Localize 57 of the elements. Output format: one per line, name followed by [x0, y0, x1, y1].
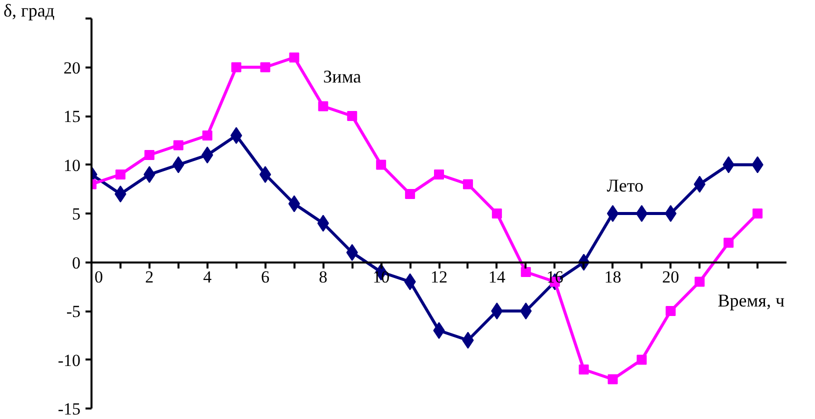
point	[202, 130, 212, 140]
x-tick-label: 16	[546, 267, 564, 286]
point	[318, 101, 328, 112]
point	[202, 146, 214, 164]
series-label: Лето	[606, 176, 644, 196]
point	[520, 302, 532, 320]
y-axis-title: δ, град	[4, 0, 55, 20]
x-tick-label: 4	[203, 267, 212, 286]
y-tick-label: 5	[72, 204, 80, 224]
y-tick-label: 15	[64, 107, 80, 126]
y-tick-label: -5	[66, 302, 81, 321]
point	[260, 62, 270, 72]
point	[230, 127, 242, 144]
x-tick-label: 2	[145, 267, 154, 286]
point	[578, 364, 589, 374]
point	[115, 170, 126, 180]
point	[694, 276, 705, 287]
point	[608, 374, 618, 384]
point	[664, 205, 676, 222]
point	[636, 354, 647, 365]
x-tick-label: 0	[94, 267, 103, 286]
point	[114, 186, 126, 202]
x-tick-label: 20	[662, 267, 680, 286]
point	[636, 205, 648, 222]
series-label: Зима	[323, 66, 362, 86]
point	[405, 189, 416, 199]
x-tick-label: 18	[604, 267, 622, 286]
point	[491, 302, 503, 320]
point	[433, 322, 445, 339]
point	[144, 150, 154, 160]
point	[376, 160, 386, 170]
point	[144, 166, 156, 183]
x-tick-label: 8	[318, 267, 328, 286]
point	[434, 170, 444, 180]
x-tick-label: 14	[488, 267, 506, 286]
point	[520, 267, 531, 277]
y-tick-label: -15	[58, 400, 81, 418]
point	[289, 52, 300, 62]
x-tick-label: 6	[261, 267, 270, 286]
y-tick-label: 20	[64, 58, 80, 78]
y-tick-label: -10	[58, 350, 81, 370]
x-axis-title: Время, ч	[718, 290, 784, 310]
y-tick-label: 0	[72, 253, 80, 272]
point	[231, 62, 242, 72]
y-tick-label: 10	[64, 156, 80, 175]
point	[288, 195, 300, 212]
point	[173, 140, 184, 150]
point	[666, 306, 676, 316]
point	[752, 208, 763, 218]
point	[462, 179, 473, 190]
point	[259, 166, 272, 183]
x-tick-label: 12	[430, 267, 448, 286]
point	[606, 205, 619, 222]
point	[492, 208, 502, 218]
point	[724, 238, 734, 248]
point	[347, 111, 358, 121]
point	[346, 244, 358, 261]
